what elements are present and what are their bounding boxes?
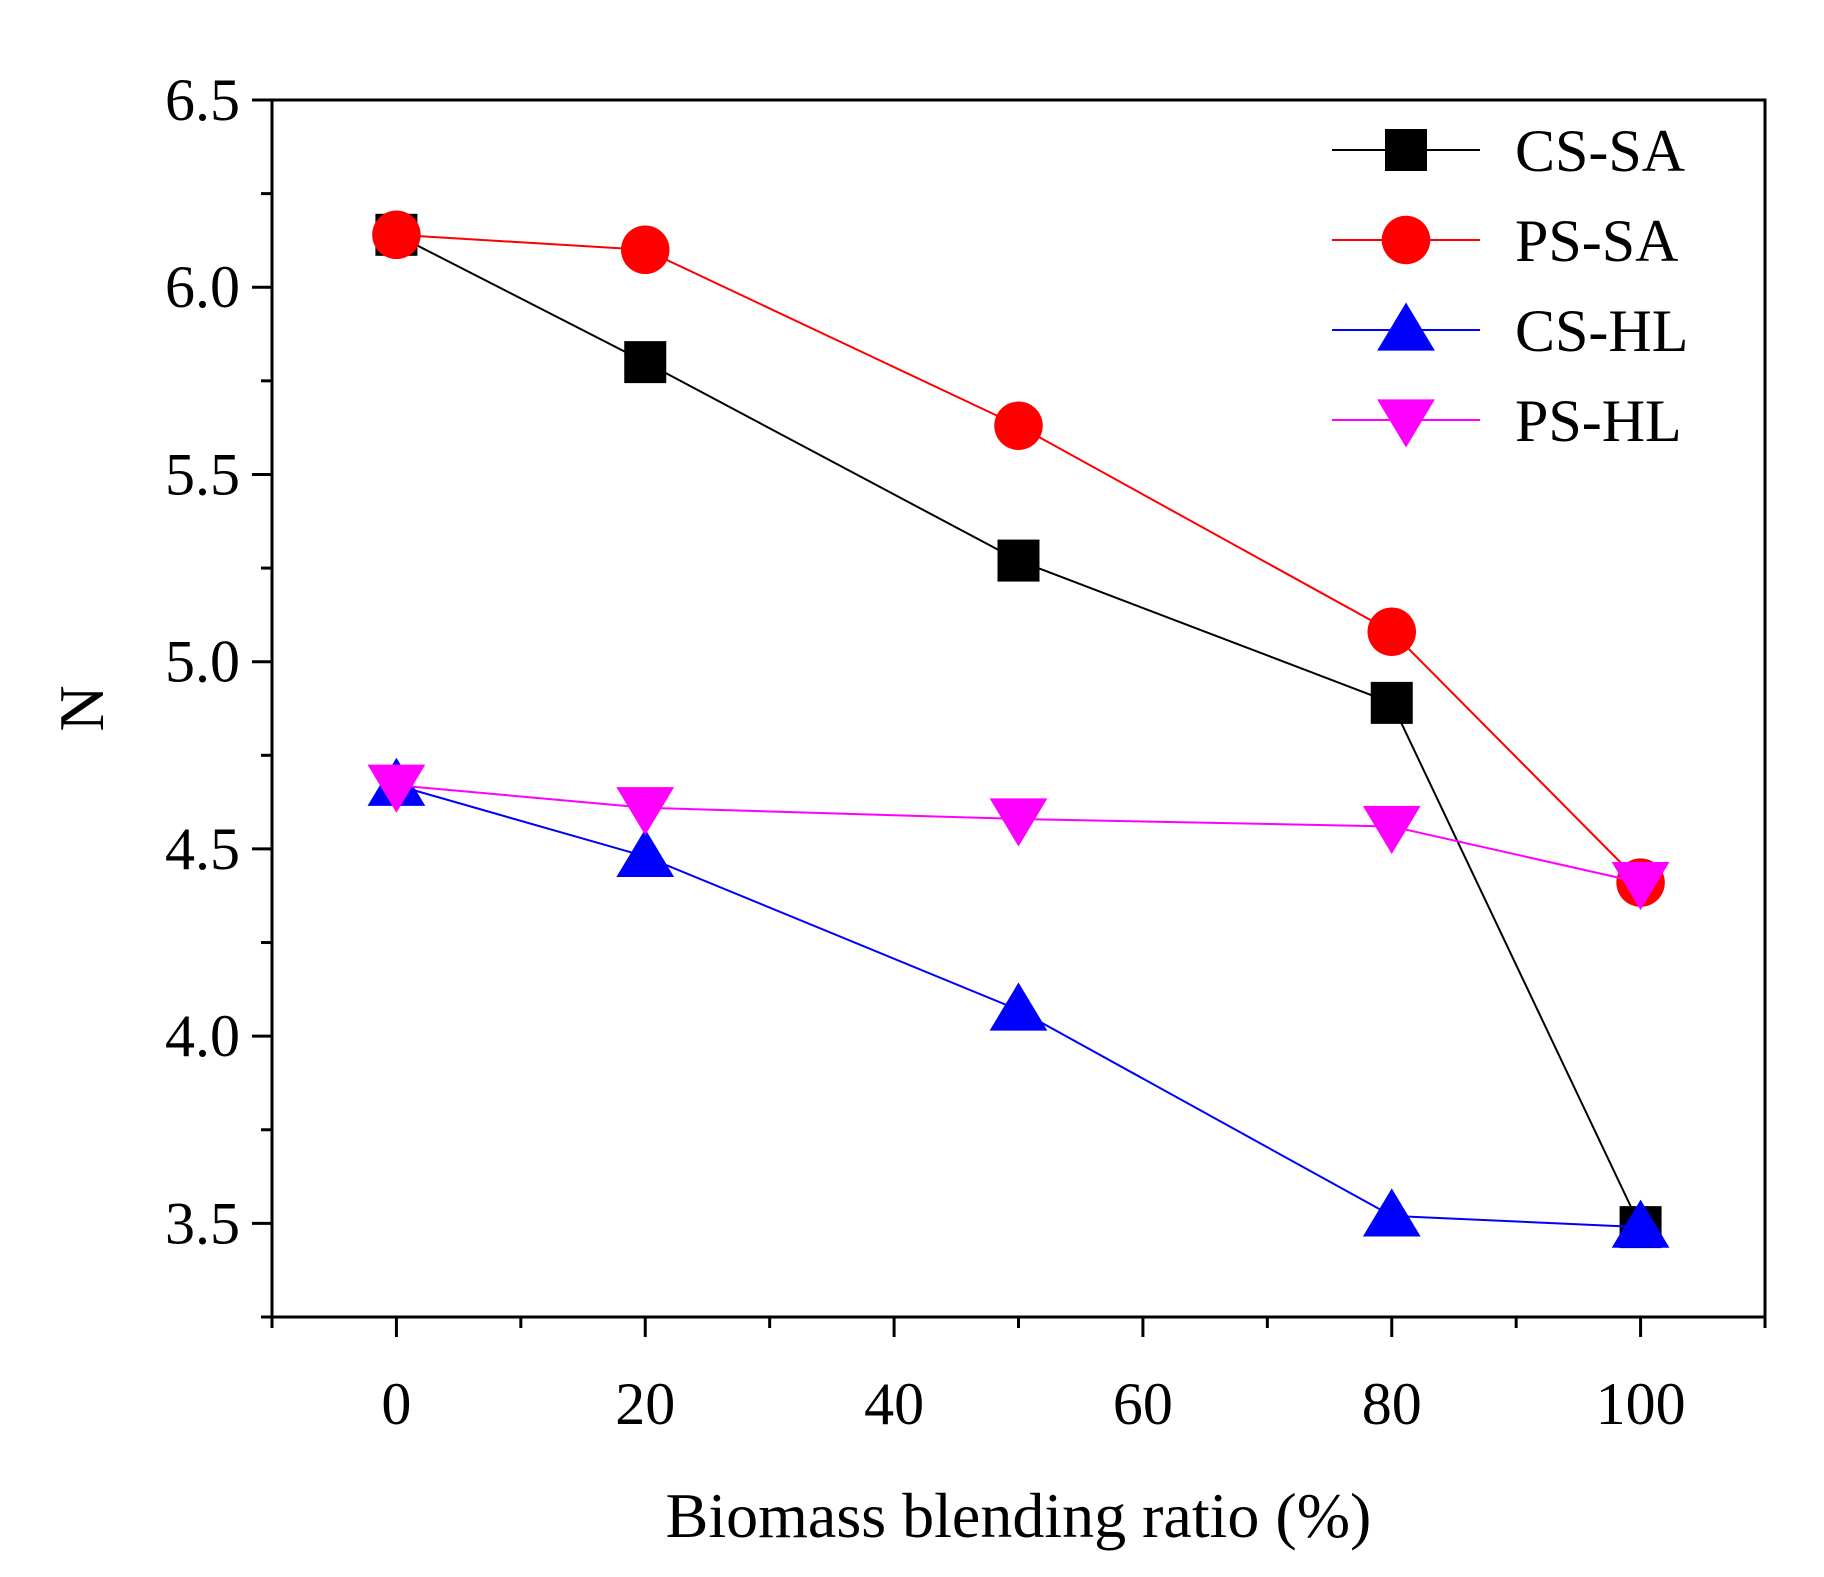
data-point-ps-hl	[1362, 805, 1421, 854]
legend-marker-cs-sa	[1385, 129, 1427, 171]
y-tick-label: 5.5	[165, 441, 240, 507]
x-tick-label: 60	[1113, 1371, 1173, 1437]
data-point-ps-hl	[616, 787, 675, 836]
data-point-cs-hl	[1362, 1188, 1421, 1237]
data-point-ps-sa	[1367, 607, 1416, 656]
y-axis-title: N	[46, 685, 117, 731]
axis-ticks	[252, 98, 1767, 1337]
legend-item-ps-hl: PS-HL	[1332, 388, 1682, 454]
plot-frame	[270, 98, 1767, 1319]
tick-labels: 0 20 40 60 80 100 3.5 4.0 4.5 5.0 5.5 6.0 6.5	[165, 67, 1686, 1437]
data-point-ps-hl	[367, 764, 426, 813]
data-point-ps-sa	[372, 210, 421, 260]
legend-marker-ps-hl	[1377, 399, 1435, 448]
legend-marker-ps-sa	[1381, 215, 1431, 265]
y-tick-label: 6.5	[165, 67, 240, 133]
data-point-ps-hl	[1611, 861, 1670, 911]
series-cs-hl	[367, 757, 1670, 1248]
x-tick-label: 0	[381, 1371, 411, 1437]
x-tick-label: 20	[615, 1371, 675, 1437]
legend-item-ps-sa: PS-SA	[1332, 208, 1678, 274]
data-point-cs-hl	[1611, 1199, 1670, 1248]
data-point-ps-hl	[989, 798, 1048, 847]
data-point-cs-hl	[989, 982, 1048, 1031]
x-tick-label: 100	[1596, 1371, 1686, 1437]
legend: CS-SA PS-SA CS-HL PS-HL	[1332, 118, 1688, 454]
series-cs-sa	[375, 213, 1662, 1249]
x-tick-label: 80	[1362, 1371, 1422, 1437]
data-point-cs-sa	[624, 341, 667, 384]
y-tick-label: 5.0	[165, 629, 240, 695]
series-line-cs-sa	[395, 233, 1642, 1228]
data-point-ps-sa	[994, 401, 1043, 451]
legend-label-ps-sa: PS-SA	[1515, 208, 1678, 274]
legend-marker-cs-hl	[1377, 302, 1435, 351]
x-tick-label: 40	[864, 1371, 924, 1437]
y-tick-label: 6.0	[165, 254, 240, 320]
series-ps-hl	[367, 764, 1670, 911]
data-point-cs-sa	[997, 539, 1040, 582]
legend-label-ps-hl: PS-HL	[1515, 388, 1682, 454]
legend-item-cs-hl: CS-HL	[1332, 298, 1688, 364]
x-axis-title: Biomass blending ratio (%)	[666, 1480, 1372, 1551]
data-point-cs-hl	[616, 828, 675, 878]
series-layer	[367, 210, 1670, 1249]
data-point-ps-sa	[621, 225, 670, 275]
y-tick-label: 3.5	[165, 1190, 240, 1256]
legend-label-cs-hl: CS-HL	[1515, 298, 1688, 364]
legend-label-cs-sa: CS-SA	[1515, 118, 1685, 184]
legend-item-cs-sa: CS-SA	[1332, 118, 1685, 184]
data-point-cs-sa	[1370, 681, 1413, 724]
y-tick-label: 4.5	[165, 816, 240, 882]
y-tick-label: 4.0	[165, 1003, 240, 1069]
